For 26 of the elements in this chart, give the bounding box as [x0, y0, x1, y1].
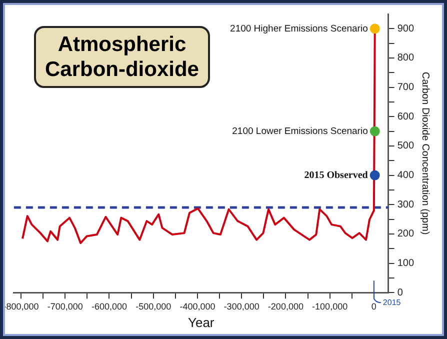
y-tick-label: 100 — [397, 258, 414, 270]
text: Atmospheric Carbon-dioxide — [34, 26, 210, 88]
x-tick-label: -100,000 — [312, 301, 348, 312]
series-label: 2015 Observed — [304, 170, 368, 181]
x-tick-label: 0 — [371, 301, 376, 312]
series-label: 2100 Lower Emissions Scenario — [232, 126, 368, 137]
x-tick-label: -500,000 — [136, 301, 172, 312]
y-tick-label: 300 — [397, 199, 414, 210]
y-tick-label: 200 — [397, 228, 414, 240]
series-label: 2100 Higher Emissions Scenario — [230, 23, 368, 34]
x-axis-title: Year — [188, 314, 215, 330]
x-tick-label: -700,000 — [47, 301, 83, 312]
text: 2015 — [382, 298, 402, 307]
x-tick-label: -400,000 — [180, 301, 216, 312]
x-tick-label: -800,000 — [3, 301, 39, 312]
y-tick-label: 500 — [397, 140, 414, 152]
y-tick-label: 700 — [397, 82, 414, 94]
y-tick-label: 400 — [397, 170, 414, 182]
y-tick-label: 600 — [397, 111, 414, 122]
x-tick-label: -600,000 — [91, 301, 127, 312]
x-tick-label: -300,000 — [224, 301, 260, 312]
y-tick-label: 800 — [397, 52, 414, 64]
y-tick-label: 0 — [397, 287, 404, 298]
y-tick-label: 900 — [397, 23, 414, 34]
x-tick-label: -200,000 — [268, 301, 304, 312]
y-axis-title: Carbon Dioxide Concentration (ppm) — [419, 72, 430, 235]
